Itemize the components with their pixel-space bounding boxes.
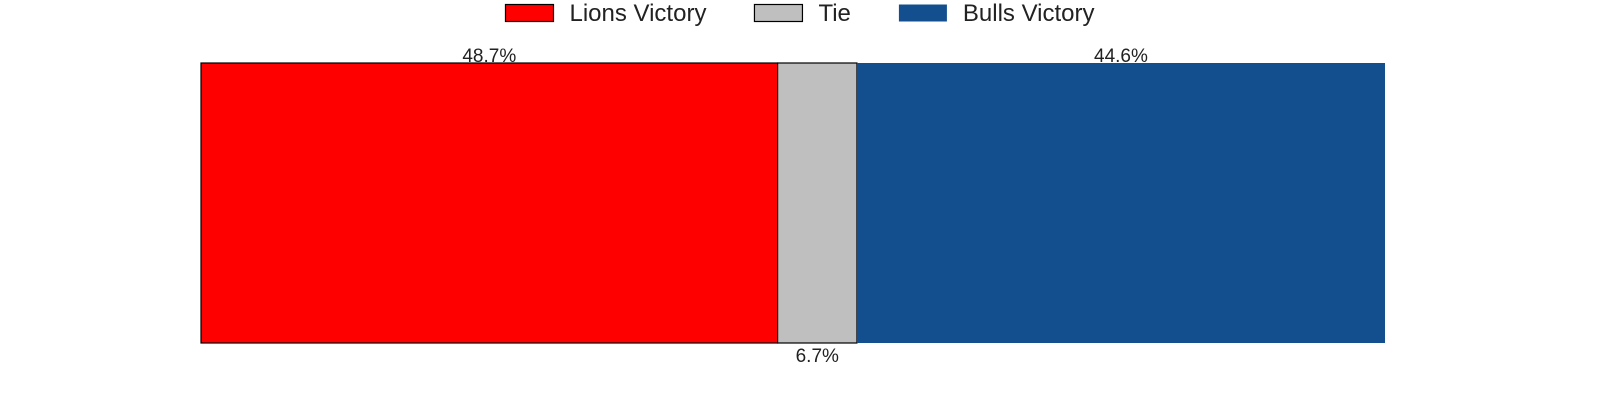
legend: Lions Victory Tie Bulls Victory — [504, 0, 1095, 27]
bar-lions-victory — [200, 62, 779, 344]
legend-label-bulls-victory: Bulls Victory — [963, 0, 1095, 27]
data-label-lions-victory: 48.7% — [462, 46, 516, 67]
legend-label-tie: Tie — [818, 0, 850, 27]
bar-group — [200, 62, 1385, 344]
legend-swatch-bulls-victory — [898, 4, 947, 22]
data-label-bulls-victory: 44.6% — [1094, 46, 1148, 67]
legend-label-lions-victory: Lions Victory — [569, 0, 706, 27]
bar-tie — [777, 62, 858, 344]
legend-swatch-tie — [753, 3, 804, 23]
data-label-tie: 6.7% — [796, 346, 839, 367]
data-label-group: 48.7% 6.7% 44.6% — [462, 46, 1148, 367]
bar-bulls-victory — [856, 63, 1385, 343]
legend-swatch-lions-victory — [504, 3, 555, 23]
